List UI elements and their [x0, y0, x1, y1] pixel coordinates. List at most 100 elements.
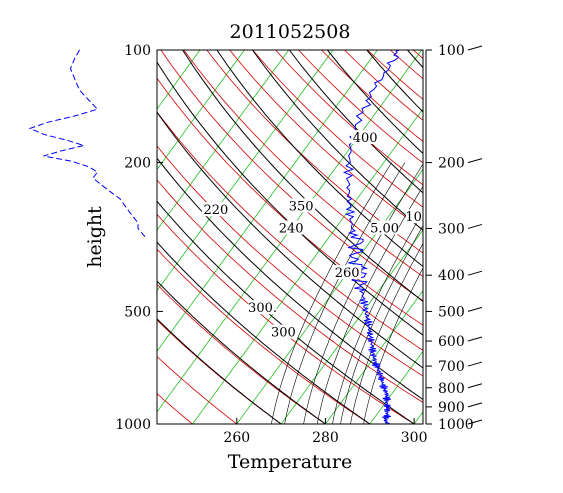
isotherm-label: 220 — [204, 203, 229, 218]
wind-barb — [467, 306, 483, 312]
wind-barb — [467, 336, 483, 342]
isotherm-line — [157, 50, 423, 413]
mixing-ratio-label: 15.0 — [422, 213, 451, 228]
y-tick-label: 1000 — [115, 417, 151, 433]
dry-adiabat-line — [157, 145, 423, 377]
moist-adiabat-line — [157, 280, 327, 424]
isotherm-label: 260 — [335, 266, 360, 281]
mixing-ratio-line — [316, 185, 423, 424]
temperature-profile — [342, 50, 400, 424]
dry-adiabat-line — [482, 14, 563, 432]
isotherm-line — [280, 229, 423, 424]
chart-title: 2011052508 — [230, 21, 351, 43]
isotherm-label: 280 — [445, 237, 470, 252]
isotherm-line — [157, 50, 245, 171]
mixing-ratio-line — [303, 163, 423, 424]
y-axis-label: height — [84, 206, 106, 268]
isotherm-label-bg — [333, 265, 362, 280]
isotherm-line — [413, 411, 423, 424]
dry-adiabat-line — [229, 50, 423, 231]
right-tick-label: 300 — [438, 221, 465, 237]
dry-adiabat-line — [252, 50, 423, 208]
isotherm-label-bg — [277, 220, 306, 235]
moist-adiabat-label-bg — [248, 300, 277, 315]
moist-adiabat-line — [157, 318, 282, 424]
dry-adiabat-line — [157, 248, 371, 424]
moist-adiabat-line — [182, 50, 423, 303]
dry-adiabat-line — [157, 179, 423, 403]
isotherm-line — [157, 50, 201, 110]
moist-adiabat-line — [460, 14, 563, 432]
isotherm-line — [453, 14, 563, 432]
dry-adiabat-line — [183, 50, 423, 278]
moist-adiabat-line — [251, 50, 423, 232]
mixing-ratio-line — [271, 162, 392, 424]
dry-adiabat-line — [157, 77, 423, 326]
dry-adiabat-label: 400 — [353, 131, 378, 146]
right-tick-label: 600 — [438, 334, 465, 350]
isotherm-label-bg — [201, 202, 230, 217]
isotherm-label: 240 — [279, 221, 304, 236]
y-tick-label: 500 — [124, 304, 151, 320]
isotherm-line — [0, 14, 5, 432]
isotherm-line — [157, 50, 290, 231]
dry-adiabat-line — [461, 14, 563, 432]
x-tick-label: 280 — [312, 430, 339, 446]
right-tick-label: 400 — [438, 268, 465, 284]
isotherm-line — [0, 14, 94, 432]
y-tick-label: 200 — [124, 156, 151, 172]
isotherm-line — [0, 14, 138, 432]
height-panel — [28, 49, 148, 240]
mixing-ratio-label: 5.00 — [370, 221, 399, 236]
wind-barb — [467, 270, 483, 276]
right-tick-label: 900 — [438, 400, 465, 416]
mixing-ratio-line — [363, 267, 423, 424]
dry-adiabat-label-bg — [287, 198, 316, 213]
isotherm-line — [325, 290, 423, 424]
plot-frame — [156, 49, 424, 425]
x-tick-label: 300 — [401, 430, 428, 446]
isotherm-line — [192, 108, 423, 424]
wind-barb — [467, 158, 483, 164]
moist-adiabat-line — [157, 157, 423, 401]
dry-adiabat-label-bg — [351, 130, 380, 145]
right-tick-label: 200 — [438, 156, 465, 172]
x-axis-label: Temperature — [228, 451, 352, 473]
dry-adiabat-label-bg — [269, 324, 298, 339]
right-tick-label: 100 — [438, 43, 465, 59]
moist-adiabat-label: 300. — [248, 301, 277, 316]
wind-barb — [467, 402, 483, 408]
dry-adiabat-line — [157, 393, 194, 424]
plot-area: 300350400220240260280300.360.4205.0010.0… — [0, 14, 563, 432]
right-tick-label: 1000 — [438, 417, 474, 433]
dry-adiabat-line — [157, 319, 282, 424]
mixing-ratio-label-bg — [405, 209, 423, 224]
x-tick-label: 260 — [223, 430, 250, 446]
moist-adiabat-label: 360. — [434, 244, 463, 259]
moist-adiabat-line — [157, 61, 423, 336]
isotherm-line — [497, 14, 563, 432]
wind-barb — [467, 223, 483, 229]
right-tick-label: 500 — [438, 304, 465, 320]
mixing-ratio-line — [284, 162, 406, 424]
dry-adiabat-line — [157, 355, 238, 424]
isotherm-line — [157, 50, 334, 292]
dry-adiabat-line — [157, 111, 423, 351]
isotherm-label-bg — [443, 236, 471, 250]
wind-barb — [467, 361, 483, 367]
right-tick-label: 800 — [438, 381, 465, 397]
mixing-ratio-label: 10.0 — [405, 210, 434, 225]
isotherm-line — [236, 168, 423, 424]
dry-adiabat-line — [504, 14, 563, 432]
dry-adiabat-line — [160, 50, 423, 302]
dry-adiabat-label: 350 — [289, 199, 314, 214]
moist-adiabat-line — [503, 14, 563, 432]
moist-adiabat-line — [548, 14, 563, 432]
isotherm-line — [157, 50, 378, 352]
wind-barb — [467, 419, 483, 425]
wind-barb — [467, 383, 483, 389]
dry-adiabat-line — [206, 50, 423, 254]
isotherm-line — [0, 14, 49, 432]
